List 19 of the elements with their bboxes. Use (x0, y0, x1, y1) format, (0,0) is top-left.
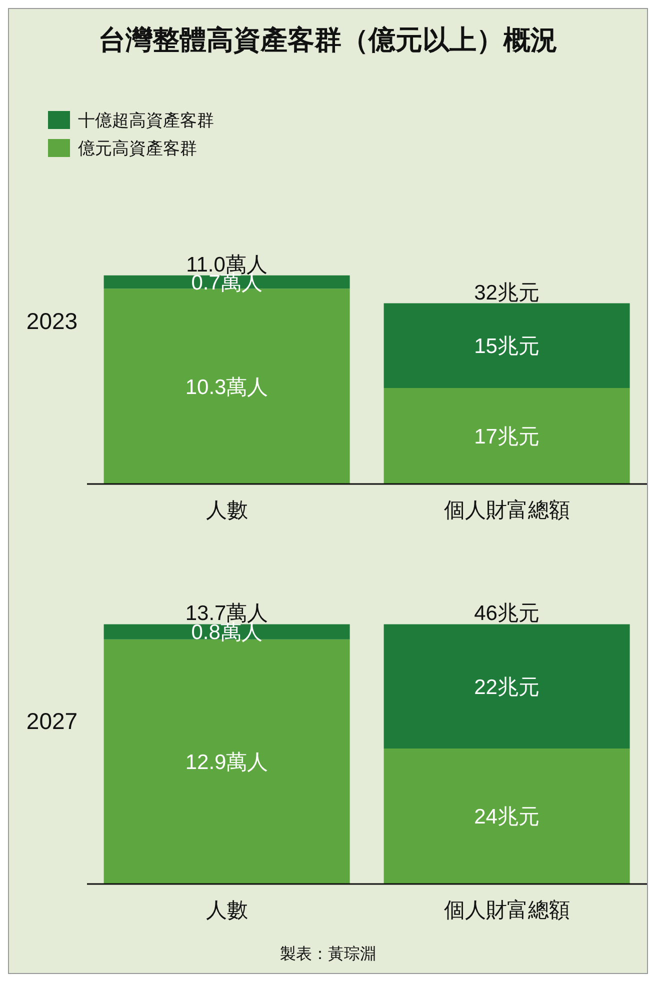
legend-label: 億元高資產客群 (78, 138, 197, 160)
x-tick-label: 人數 (206, 898, 248, 922)
data-label: 10.3萬人 (185, 376, 268, 399)
data-label: 12.9萬人 (185, 751, 268, 774)
annotation: 46兆元 (474, 602, 540, 626)
data-label: 17兆元 (474, 425, 540, 448)
y-axis-title: 2027 (25, 707, 79, 736)
y-axis-title: 2023 (25, 307, 79, 336)
chart-title: 台灣整體高資產客群（億元以上）概況 (98, 24, 558, 57)
data-label: 24兆元 (474, 806, 540, 829)
data-label: 22兆元 (474, 676, 540, 699)
x-tick-label: 個人財富總額 (444, 498, 570, 522)
legend-label: 十億超高資產客群 (78, 110, 214, 132)
data-label: 15兆元 (474, 335, 540, 358)
text: 製表：黃琮淵 (280, 946, 376, 963)
total-label: 11.0萬人 (186, 253, 268, 276)
x-tick-label: 人數 (206, 498, 248, 522)
x-tick-label: 個人財富總額 (444, 898, 570, 922)
annotation: 32兆元 (474, 281, 540, 304)
